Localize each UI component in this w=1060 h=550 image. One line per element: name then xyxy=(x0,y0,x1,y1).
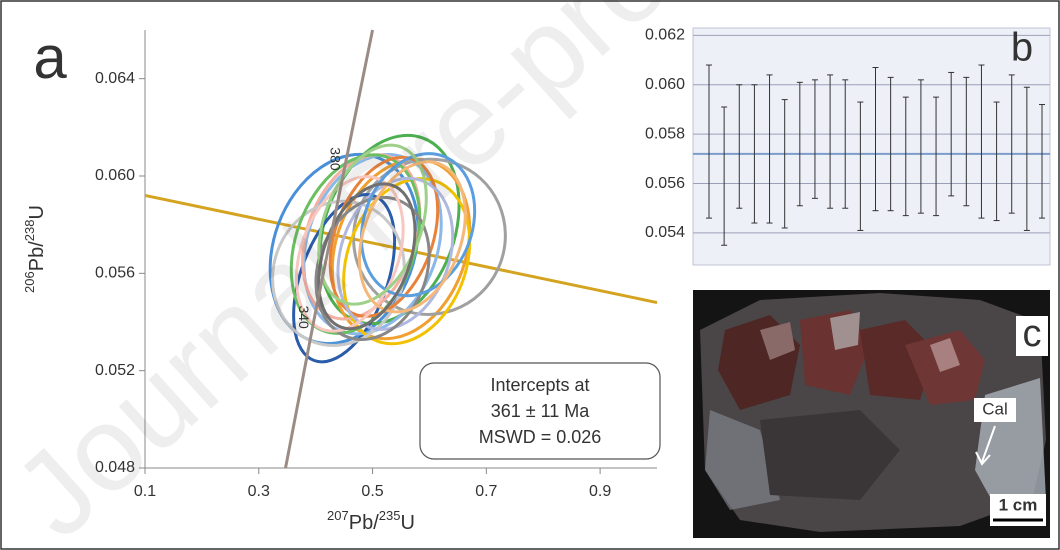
label-part: 206 xyxy=(22,271,37,293)
x-tick-label: 0.5 xyxy=(361,483,383,500)
annotation-line: Intercepts at xyxy=(490,375,589,395)
y-tick-label: 0.056 xyxy=(645,175,685,192)
panel-label: c xyxy=(1023,313,1042,355)
x-tick-label: 0.9 xyxy=(589,483,611,500)
annotation-line: MSWD = 0.026 xyxy=(479,427,602,447)
label-part: 238 xyxy=(22,220,37,242)
panel-label: a xyxy=(33,24,67,91)
y-tick-label: 0.056 xyxy=(95,265,135,282)
mineral-label: Cal xyxy=(982,399,1008,418)
x-tick-label: 0.7 xyxy=(475,483,497,500)
x-tick-label: 0.3 xyxy=(248,483,270,500)
annotation-line: 361 ± 11 Ma xyxy=(491,401,591,421)
y-tick-label: 0.064 xyxy=(95,70,135,87)
label-part: U xyxy=(26,205,48,219)
scale-label: 1 cm xyxy=(999,495,1038,514)
y-tick-label: 0.054 xyxy=(645,224,685,241)
label-part: Pb/ xyxy=(26,241,48,271)
label-part: 207 xyxy=(327,508,349,523)
y-tick-label: 0.058 xyxy=(645,125,685,142)
panel-label: b xyxy=(1011,26,1033,70)
y-tick-label: 0.060 xyxy=(645,76,685,93)
y-tick-label: 0.060 xyxy=(95,167,135,184)
label-part: Pb/ xyxy=(349,512,379,534)
label-part: U xyxy=(400,512,414,534)
figure: 0.0480.0520.0560.0600.0640.10.30.50.70.9… xyxy=(0,0,1060,550)
label-part: 235 xyxy=(379,508,401,523)
